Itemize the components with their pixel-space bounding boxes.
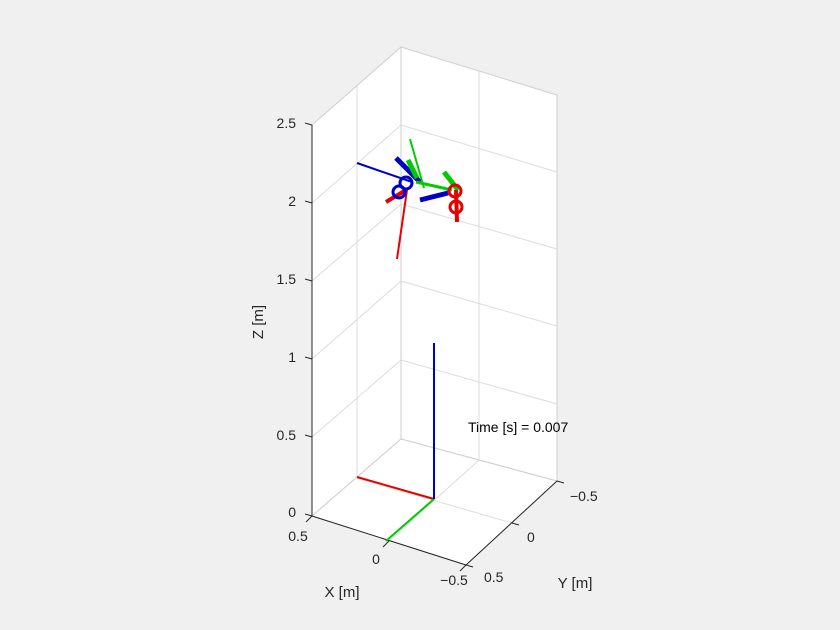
x-tick-label: −0.5 <box>440 572 468 588</box>
z-tick-label: 2.5 <box>277 115 297 131</box>
z-tick-label: 0 <box>288 504 296 520</box>
world-x-axis <box>356 476 435 500</box>
x-tick-labels: 0.5 0 −0.5 <box>288 528 468 588</box>
z-tick-labels: 0 0.5 1 1.5 2 2.5 <box>277 115 297 520</box>
axes-box <box>304 45 565 572</box>
body-link <box>415 180 453 192</box>
joint-marker <box>447 183 463 199</box>
y-tick-label: 0.5 <box>484 569 504 585</box>
z-tick-label: 0.5 <box>277 427 297 443</box>
tick-marks <box>304 122 565 572</box>
z-tick-label: 2 <box>288 193 296 209</box>
y-tick-labels: −0.5 0 0.5 <box>484 488 598 585</box>
body-link <box>442 170 460 192</box>
y-axis-label: Y [m] <box>558 575 593 592</box>
body-link <box>454 189 459 223</box>
x-tick-label: 0.5 <box>288 528 308 544</box>
joint-marker <box>398 175 414 191</box>
x-axis-label: X [m] <box>324 584 359 601</box>
body-link <box>396 189 408 260</box>
body-link <box>419 190 449 203</box>
world-y-axis <box>385 498 435 542</box>
z-tick-label: 1 <box>288 349 296 365</box>
x-tick-label: 0 <box>372 551 380 567</box>
z-tick-label: 1.5 <box>277 271 297 287</box>
joint-marker <box>448 199 464 215</box>
axis-lines <box>311 125 558 566</box>
world-frame <box>356 343 435 542</box>
time-annotation: Time [s] = 0.007 <box>468 419 568 435</box>
body-link <box>405 158 420 180</box>
grid-lines <box>311 71 558 542</box>
joint-marker <box>391 184 407 200</box>
body-link <box>409 138 425 189</box>
robot-bodies <box>356 138 464 260</box>
z-axis-label: Z [m] <box>250 305 267 339</box>
y-tick-label: −0.5 <box>570 488 598 504</box>
y-tick-label: 0 <box>527 529 535 545</box>
